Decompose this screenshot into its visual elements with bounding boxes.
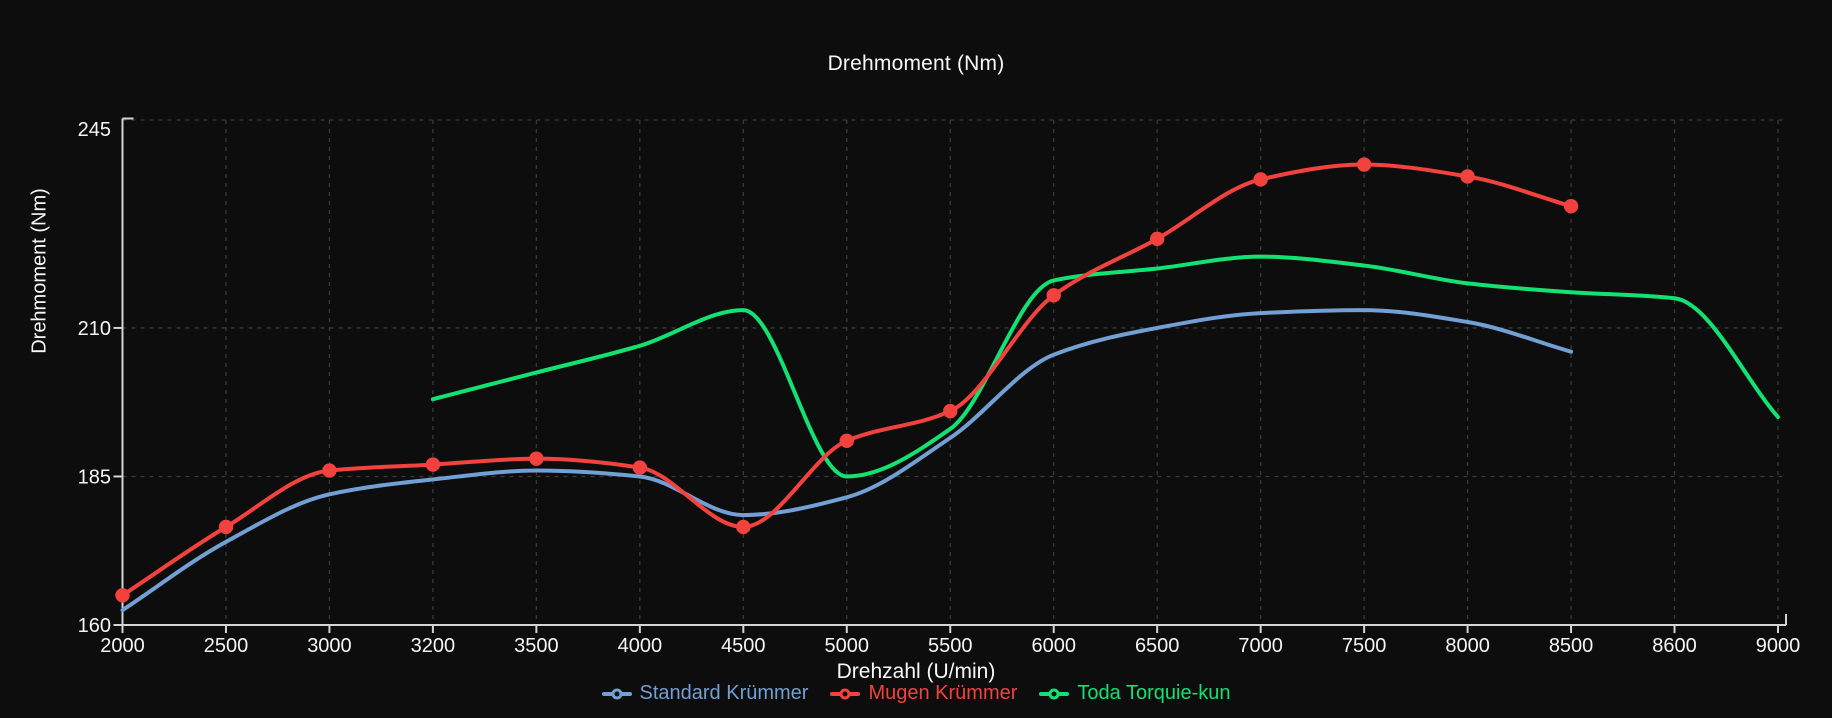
y-tick-label: 160 <box>78 615 111 637</box>
legend-item-standard-kruemmer[interactable]: Standard Krümmer <box>601 682 809 705</box>
x-tick-label: 7500 <box>1342 635 1387 657</box>
series-line-0 <box>120 308 1574 613</box>
data-point-marker[interactable] <box>1253 172 1268 187</box>
x-tick-label: 8600 <box>1652 635 1697 657</box>
data-point-marker[interactable] <box>1460 169 1475 184</box>
data-point-marker[interactable] <box>736 519 751 535</box>
x-tick-label: 3200 <box>411 635 456 657</box>
legend-line-marker-icon <box>830 688 861 699</box>
data-point-marker[interactable] <box>1563 198 1579 214</box>
series-line-2 <box>430 254 1780 479</box>
legend-label: Standard Krümmer <box>639 682 809 704</box>
data-point-marker[interactable] <box>1149 231 1165 247</box>
x-axis-title: Drehzahl (U/min) <box>836 660 996 683</box>
y-tick-label: 185 <box>78 466 111 488</box>
x-tick-label: 3000 <box>307 635 352 657</box>
x-tick-label: 8500 <box>1549 635 1594 657</box>
y-tick-label: 210 <box>78 318 111 340</box>
data-point-marker[interactable] <box>1046 288 1061 303</box>
data-point-marker[interactable] <box>632 460 648 475</box>
data-point-marker[interactable] <box>529 451 544 466</box>
x-tick-label: 4500 <box>721 635 766 657</box>
x-tick-label: 6000 <box>1031 635 1076 657</box>
x-tick-label: 2000 <box>100 635 145 657</box>
x-tick-label: 2500 <box>204 635 249 657</box>
x-tick-label: 3500 <box>514 635 559 657</box>
x-tick-label: 6500 <box>1135 635 1180 657</box>
data-point-marker[interactable] <box>425 457 441 472</box>
data-point-marker[interactable] <box>943 403 958 419</box>
data-point-marker[interactable] <box>218 519 234 535</box>
legend-line-marker-icon <box>1039 688 1070 699</box>
legend: Standard Krümmer Mugen Krümmer Toda Torq… <box>0 682 1832 705</box>
data-point-marker[interactable] <box>839 433 854 449</box>
x-tick-label: 4000 <box>618 635 663 657</box>
chart-title: Drehmoment (Nm) <box>827 52 1005 75</box>
x-tick-label: 5000 <box>825 635 870 657</box>
x-tick-label: 8000 <box>1445 635 1490 657</box>
legend-label: Mugen Krümmer <box>868 682 1018 704</box>
x-tick-label: 9000 <box>1756 635 1801 657</box>
data-point-marker[interactable] <box>322 463 337 478</box>
legend-item-toda-torquie-kun[interactable]: Toda Torquie-kun <box>1039 682 1230 705</box>
x-tick-label: 5500 <box>928 635 973 657</box>
legend-line-marker-icon <box>601 688 632 699</box>
legend-label: Toda Torquie-kun <box>1077 682 1231 704</box>
legend-item-mugen-kruemmer[interactable]: Mugen Krümmer <box>830 682 1017 705</box>
data-point-marker[interactable] <box>115 588 130 603</box>
data-point-marker[interactable] <box>1356 157 1372 172</box>
x-tick-label: 7000 <box>1238 635 1283 657</box>
y-tick-label: 245 <box>78 119 111 141</box>
